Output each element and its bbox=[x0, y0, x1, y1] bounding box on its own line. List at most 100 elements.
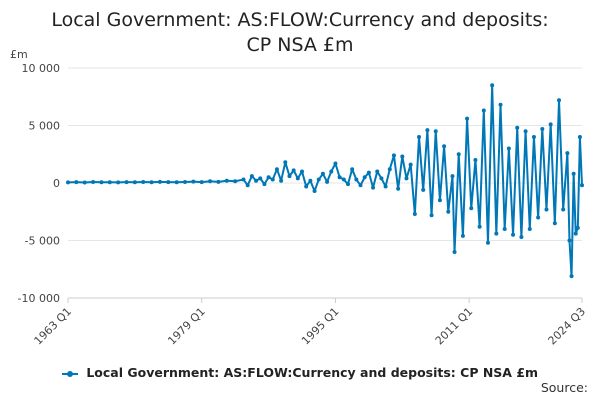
data-point bbox=[469, 206, 474, 211]
data-point bbox=[465, 116, 470, 121]
data-point bbox=[577, 135, 582, 139]
data-point bbox=[511, 232, 516, 237]
data-point bbox=[383, 184, 388, 189]
data-point bbox=[199, 180, 204, 185]
data-point bbox=[567, 238, 572, 243]
data-point bbox=[325, 179, 330, 184]
data-point bbox=[371, 185, 376, 190]
data-point bbox=[425, 128, 430, 133]
data-point bbox=[245, 183, 250, 188]
data-point bbox=[391, 153, 396, 158]
data-point bbox=[515, 125, 520, 130]
data-point bbox=[375, 169, 380, 174]
data-point bbox=[316, 177, 321, 182]
data-point bbox=[270, 177, 275, 182]
data-point bbox=[266, 175, 271, 180]
data-point bbox=[174, 180, 179, 185]
series-line bbox=[67, 84, 583, 278]
y-tick-label: 10 000 bbox=[22, 62, 61, 75]
data-point bbox=[481, 108, 486, 113]
data-point bbox=[254, 178, 259, 183]
data-point bbox=[540, 126, 545, 131]
data-point bbox=[477, 224, 482, 229]
data-point bbox=[107, 180, 112, 185]
data-point bbox=[523, 129, 528, 134]
data-point bbox=[490, 83, 495, 88]
data-point bbox=[580, 183, 584, 188]
data-point bbox=[287, 174, 292, 179]
data-point bbox=[571, 171, 576, 176]
data-point bbox=[527, 227, 532, 231]
data-point bbox=[99, 180, 104, 185]
y-tick-label: 0 bbox=[53, 177, 60, 190]
data-point bbox=[312, 189, 317, 194]
data-point bbox=[408, 162, 413, 167]
data-point bbox=[166, 180, 171, 185]
data-point bbox=[329, 169, 334, 174]
data-point bbox=[494, 231, 499, 236]
data-point bbox=[132, 180, 137, 185]
data-point bbox=[575, 225, 580, 230]
data-point bbox=[183, 179, 188, 184]
data-point bbox=[396, 186, 401, 191]
data-point bbox=[191, 179, 196, 184]
data-point bbox=[274, 167, 279, 172]
data-point bbox=[366, 170, 371, 175]
data-point bbox=[502, 227, 507, 231]
data-point bbox=[82, 180, 87, 185]
data-point bbox=[149, 180, 154, 185]
data-point bbox=[304, 184, 309, 189]
data-point bbox=[387, 167, 392, 172]
chart-title: Local Government: AS:FLOW:Currency and d… bbox=[51, 9, 549, 56]
data-point bbox=[216, 179, 221, 184]
data-point bbox=[548, 122, 553, 127]
data-point bbox=[258, 176, 263, 181]
data-point bbox=[565, 151, 570, 156]
data-point bbox=[433, 129, 438, 134]
legend[interactable]: Local Government: AS:FLOW:Currency and d… bbox=[0, 365, 600, 380]
data-point bbox=[341, 177, 346, 182]
data-point bbox=[350, 167, 355, 172]
data-point bbox=[460, 233, 465, 238]
legend-swatch-icon bbox=[61, 370, 78, 377]
x-tick-label: 1995 Q1 bbox=[299, 305, 342, 348]
data-point bbox=[531, 135, 536, 139]
data-point bbox=[412, 212, 417, 217]
data-point bbox=[557, 98, 562, 103]
data-point bbox=[404, 176, 409, 181]
data-point bbox=[446, 209, 451, 214]
data-point bbox=[519, 235, 524, 240]
source-label: Source: bbox=[540, 380, 588, 395]
data-point bbox=[233, 179, 238, 184]
data-point bbox=[354, 177, 359, 182]
x-tick-label: 1979 Q1 bbox=[165, 305, 208, 348]
data-point bbox=[561, 207, 566, 212]
data-point bbox=[157, 179, 162, 184]
data-point bbox=[291, 168, 296, 173]
data-point bbox=[429, 213, 434, 218]
data-point bbox=[450, 174, 455, 179]
data-point bbox=[249, 174, 254, 179]
data-point bbox=[66, 180, 70, 185]
data-point bbox=[308, 178, 313, 183]
data-point bbox=[417, 135, 422, 139]
data-point bbox=[421, 187, 426, 192]
legend-label: Local Government: AS:FLOW:Currency and d… bbox=[86, 365, 539, 380]
data-point bbox=[345, 182, 350, 187]
data-point bbox=[544, 207, 549, 212]
data-point bbox=[300, 169, 305, 174]
data-point bbox=[333, 161, 338, 166]
data-point bbox=[337, 175, 342, 180]
data-point bbox=[569, 274, 574, 279]
data-point bbox=[536, 215, 541, 220]
y-tick-label: 5 000 bbox=[29, 120, 61, 133]
data-point bbox=[91, 179, 96, 184]
data-point bbox=[498, 102, 503, 107]
data-point bbox=[283, 160, 288, 165]
data-point bbox=[262, 182, 267, 187]
data-point bbox=[400, 154, 405, 159]
data-point bbox=[320, 171, 325, 176]
y-tick-label: -10 000 bbox=[18, 292, 60, 305]
x-tick-label: 2024 Q3 bbox=[546, 305, 589, 348]
